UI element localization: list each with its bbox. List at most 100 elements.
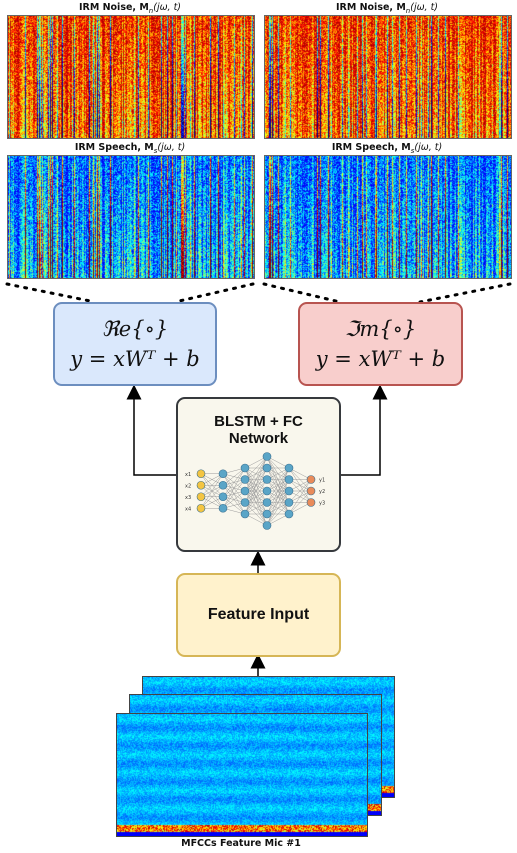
nn-connection [222, 467, 245, 497]
nn-node [196, 469, 205, 479]
nn-node [262, 463, 271, 473]
caption-symbol: M [144, 142, 154, 153]
nn-connection [244, 456, 267, 503]
imag-part-linear-box: ℑm{∘} y = xWᵀ + b [298, 302, 463, 386]
nn-connection [288, 479, 311, 503]
nn-node [218, 480, 227, 490]
nn-output-label: y2 [319, 489, 325, 495]
nn-node [284, 509, 293, 519]
nn-node [218, 469, 227, 479]
neural-network-diagram: x1 x2 x3 x4 y1 y2 y3 [185, 452, 325, 530]
nn-connection [266, 479, 289, 526]
nn-connection [244, 467, 267, 515]
nn-node [240, 498, 249, 507]
zoom-line-right-a [262, 282, 342, 304]
nn-output-label: y1 [319, 478, 325, 484]
nn-connection [222, 467, 245, 486]
nn-connection [244, 456, 267, 515]
spectrogram-speech-left [7, 155, 255, 279]
nn-connection [266, 467, 289, 526]
nn-connection [244, 479, 267, 515]
arrow-network-to-imag [340, 384, 388, 476]
caption-prefix: IRM Speech, [331, 142, 402, 153]
caption-args: (jω, t) [410, 2, 439, 13]
caption-irm-speech-left: IRM Speech, Ms(jω, t) [7, 142, 253, 155]
nn-node [218, 492, 227, 502]
nn-node [262, 509, 271, 519]
nn-node [240, 486, 249, 496]
caption-symbol: M [139, 2, 149, 13]
nn-node [262, 498, 271, 507]
nn-connection [222, 490, 245, 509]
caption-irm-speech-right: IRM Speech, Ms(jω, t) [264, 142, 510, 155]
blstm-fc-network-box: BLSTM + FC Network x1 x2 x3 x4 y1 y2 y3 [176, 397, 341, 552]
nn-connection [266, 467, 289, 492]
nn-node [196, 492, 205, 502]
caption-sub: n [405, 6, 411, 15]
caption-irm-noise-right: IRM Noise, Mn(jω, t) [264, 2, 510, 15]
nn-input-label: x4 [185, 506, 191, 512]
real-part-equation: y = xWᵀ + b [70, 347, 200, 371]
nn-node [240, 463, 249, 473]
nn-node [306, 475, 315, 484]
nn-connection [244, 456, 267, 480]
nn-node [284, 475, 293, 484]
nn-connection [244, 456, 267, 492]
nn-connection [222, 479, 245, 509]
nn-input-label: x2 [185, 483, 191, 489]
nn-output-label: y3 [319, 501, 325, 507]
nn-node [262, 475, 271, 484]
nn-node [284, 463, 293, 473]
arrow-network-to-real [126, 384, 176, 476]
caption-args: (jω, t) [414, 142, 443, 153]
caption-symbol: M [396, 2, 406, 13]
spectrogram-speech-right [264, 155, 512, 279]
caption-irm-noise-left: IRM Noise, Mn(jω, t) [7, 2, 253, 15]
nn-node [262, 486, 271, 496]
caption-args: (jω, t) [153, 2, 182, 13]
nn-node [262, 521, 271, 530]
nn-node [240, 475, 249, 484]
nn-connection [200, 473, 223, 509]
caption-prefix: IRM Speech, [74, 142, 145, 153]
nn-node [306, 498, 315, 507]
real-part-operator: ℜe{∘} [101, 317, 169, 341]
network-title-line1: BLSTM + FC [214, 413, 303, 430]
imag-part-equation: y = xWᵀ + b [315, 347, 446, 371]
caption-sub: s [153, 146, 158, 155]
nn-node [196, 480, 205, 490]
zoom-line-right-b [418, 282, 512, 304]
feature-input-box: Feature Input [176, 573, 341, 657]
feature-input-label: Feature Input [207, 606, 310, 623]
nn-connection [200, 485, 223, 509]
nn-connection [244, 490, 267, 515]
caption-symbol: M [401, 142, 411, 153]
mfcc-frame-front [116, 713, 368, 837]
network-title-line2: Network [228, 430, 289, 447]
nn-node [262, 452, 271, 461]
nn-connection [288, 479, 311, 515]
nn-connection [288, 490, 311, 515]
spectrogram-noise-left [7, 15, 255, 139]
nn-connection [222, 467, 245, 509]
mfcc-caption: MFCCs Feature Mic #1 [181, 838, 301, 849]
caption-sub: n [148, 6, 154, 15]
nn-input-label: x3 [185, 495, 191, 501]
nn-node [240, 509, 249, 519]
nn-node [196, 503, 205, 513]
caption-prefix: IRM Noise, [78, 2, 140, 13]
nn-connection [266, 467, 289, 503]
nn-connection [266, 490, 289, 526]
nn-connection [266, 502, 289, 526]
nn-node [306, 486, 315, 496]
nn-connection [200, 473, 223, 497]
nn-node [284, 486, 293, 496]
caption-sub: s [410, 146, 415, 155]
spectrogram-noise-right [264, 15, 512, 139]
caption-prefix: IRM Noise, [335, 2, 397, 13]
nn-node [284, 498, 293, 507]
real-part-linear-box: ℜe{∘} y = xWᵀ + b [53, 302, 217, 386]
nn-connection [266, 467, 289, 515]
zoom-line-left-b [173, 282, 255, 304]
